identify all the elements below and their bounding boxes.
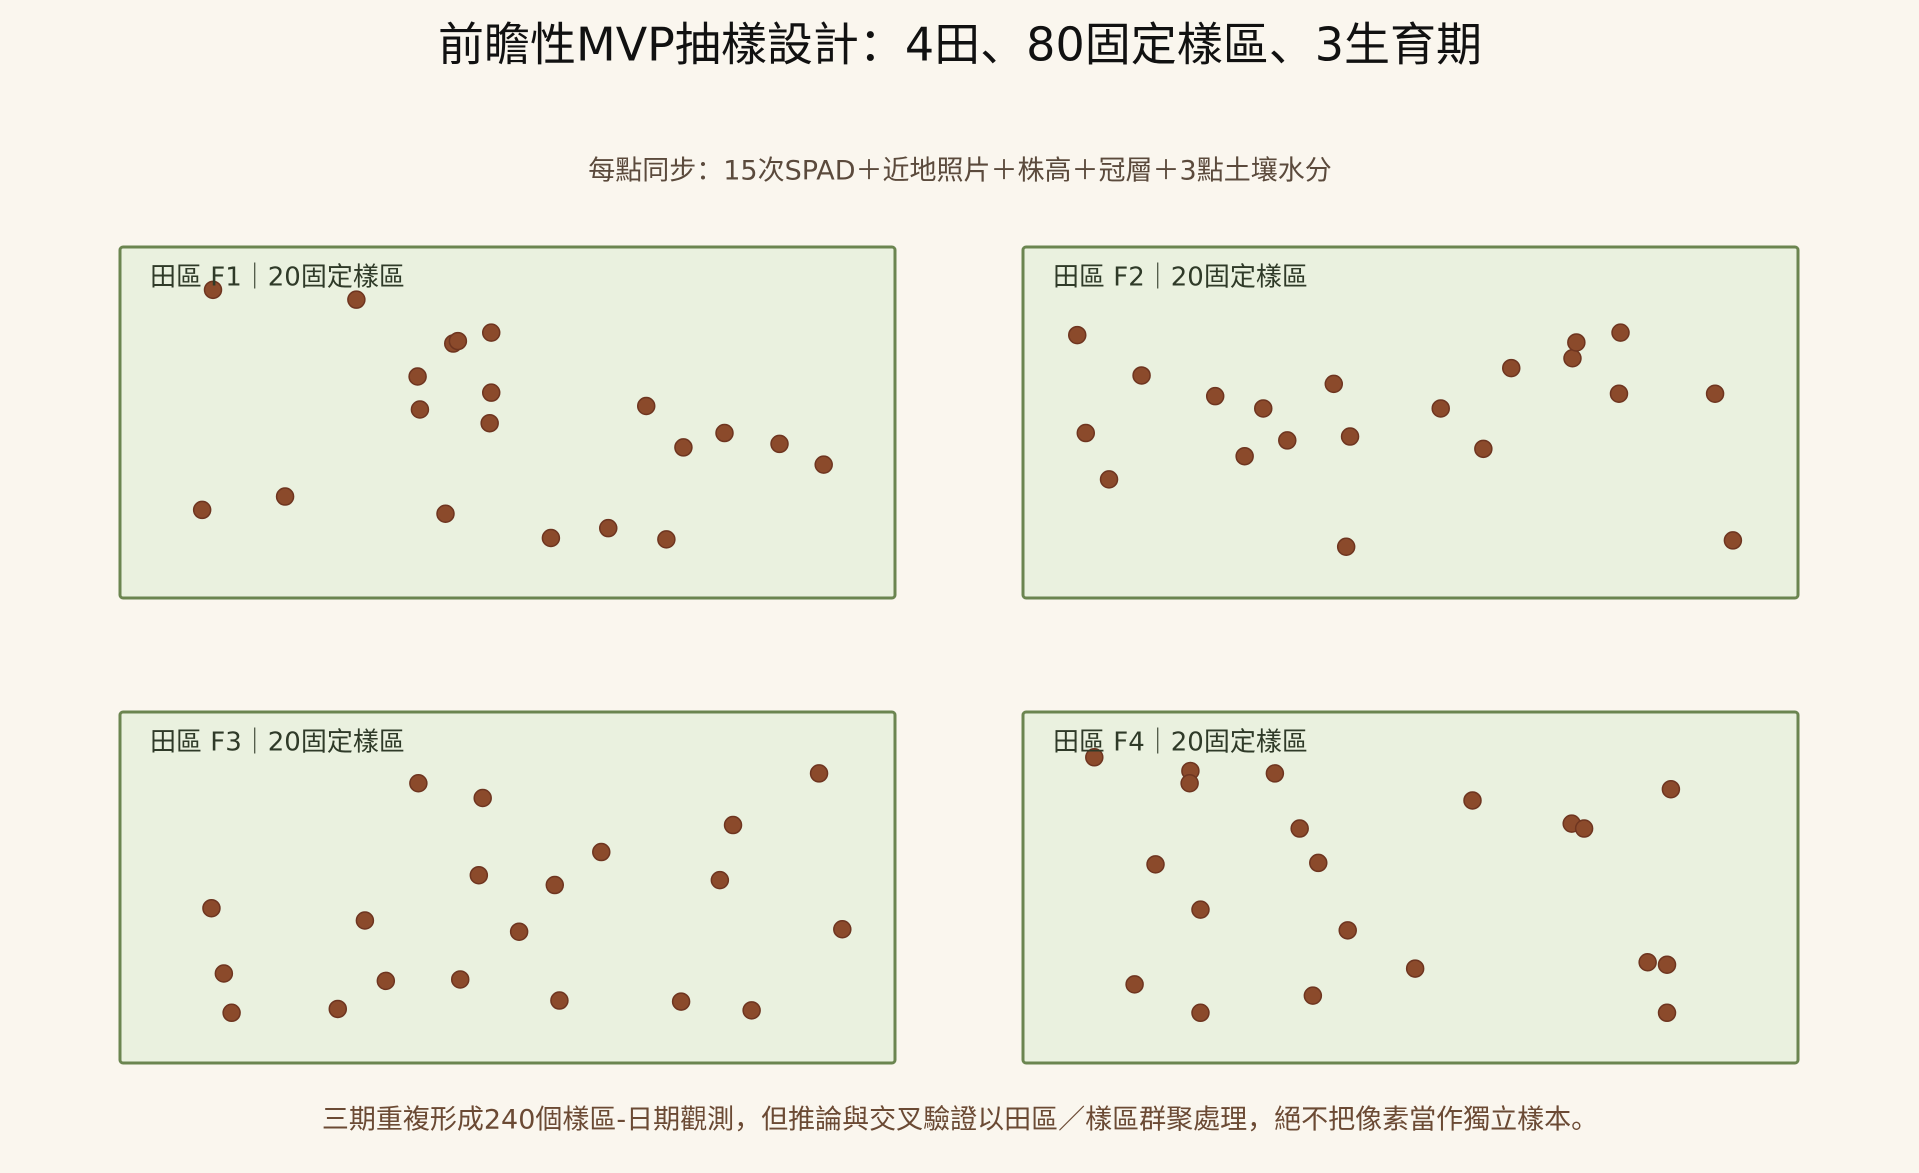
sample-plot xyxy=(742,1001,761,1020)
sample-plot xyxy=(1076,423,1096,443)
sample-plot xyxy=(1723,531,1743,550)
sample-plot xyxy=(1336,537,1356,557)
sample-plot xyxy=(1265,764,1285,783)
title: 前瞻性MVP抽樣設計：4田、80固定樣區、3生育期 xyxy=(438,18,1482,72)
sample-plot xyxy=(1340,427,1360,446)
sample-plot xyxy=(1611,323,1630,342)
sample-plot xyxy=(1338,921,1357,940)
sample-plot xyxy=(1235,446,1254,466)
sample-plot xyxy=(1205,386,1225,406)
panel-label: 田區 F3｜20固定樣區 xyxy=(150,728,405,758)
sample-plot xyxy=(192,500,212,520)
subtitle: 每點同步：15次SPAD＋近地照片＋株高＋冠層＋3點土壤水分 xyxy=(588,156,1332,187)
sample-plot xyxy=(1146,855,1165,874)
sample-plot xyxy=(550,991,569,1010)
sample-plot xyxy=(410,400,430,419)
field-panel xyxy=(1021,245,1800,600)
sample-plot xyxy=(545,875,565,895)
field-panel xyxy=(118,245,897,600)
note: 三期重複形成240個樣區-日期觀測，但推論與交叉驗證以田區／樣區群聚處理，絕不把… xyxy=(322,1105,1598,1136)
sample-plot xyxy=(1132,366,1151,385)
sample-plot xyxy=(1463,791,1482,810)
sample-plot xyxy=(355,911,375,930)
sample-plot xyxy=(409,774,428,793)
sample-plot xyxy=(814,455,833,474)
field-panel xyxy=(118,710,897,1065)
sample-plot xyxy=(1068,325,1087,345)
sample-plot xyxy=(657,530,676,549)
sample-plot xyxy=(723,815,743,835)
sample-plot xyxy=(1099,470,1119,489)
sample-plot xyxy=(222,1003,241,1023)
sample-plot xyxy=(1502,358,1521,378)
sample-plot xyxy=(448,331,468,351)
sample-plot xyxy=(1191,900,1210,919)
sample-plot xyxy=(436,504,455,524)
sample-plot xyxy=(710,870,730,890)
sample-plot xyxy=(473,788,492,808)
sample-plot xyxy=(376,971,396,991)
sample-plot xyxy=(1563,349,1582,368)
sample-plot xyxy=(1405,959,1425,978)
sample-plot xyxy=(1309,853,1328,873)
sample-plot xyxy=(1303,986,1323,1005)
sample-plot xyxy=(1567,333,1586,352)
sample-plot xyxy=(592,842,611,862)
sample-plot xyxy=(347,290,366,309)
sample-plot xyxy=(809,764,829,783)
sample-plot xyxy=(671,992,691,1011)
sample-plot xyxy=(275,487,295,506)
sample-plot xyxy=(1609,384,1629,403)
sample-plot xyxy=(770,434,789,454)
sample-plot xyxy=(480,413,499,433)
sample-plot xyxy=(1638,953,1657,972)
sample-plot xyxy=(203,280,223,300)
sample-plot xyxy=(541,528,561,548)
panel-label: 田區 F4｜20固定樣區 xyxy=(1053,728,1308,758)
sample-plot xyxy=(715,423,734,443)
sample-plot xyxy=(636,396,656,416)
panel-label: 田區 F2｜20固定樣區 xyxy=(1053,263,1308,293)
sample-plot xyxy=(1661,779,1681,799)
sample-plot xyxy=(833,920,852,939)
sample-plot xyxy=(1474,439,1493,459)
sample-plot xyxy=(408,367,427,386)
sample-plot xyxy=(1657,955,1677,974)
sample-plot xyxy=(202,898,221,918)
sample-plot xyxy=(1431,399,1450,418)
sample-plot xyxy=(1705,384,1725,403)
sample-plot xyxy=(450,970,470,989)
sample-plot xyxy=(1180,774,1199,793)
sample-plot xyxy=(1324,374,1344,394)
sample-plot xyxy=(1085,748,1104,767)
sample-plot xyxy=(328,999,348,1019)
sample-plot xyxy=(1657,1003,1677,1023)
sample-plot xyxy=(481,383,501,402)
sample-plot xyxy=(1125,975,1144,994)
sample-plot xyxy=(1574,819,1594,838)
sample-plot xyxy=(509,922,529,941)
sample-plot xyxy=(481,323,501,342)
sample-plot xyxy=(469,865,489,885)
sample-plot xyxy=(1254,399,1273,418)
sample-plot xyxy=(1278,431,1297,450)
sample-plot xyxy=(599,518,618,538)
sample-plot xyxy=(674,438,693,457)
panel-label: 田區 F1｜20固定樣區 xyxy=(150,263,405,293)
sample-plot xyxy=(1290,819,1309,838)
sample-plot xyxy=(214,964,234,983)
sample-plot xyxy=(1191,1003,1210,1023)
field-panel xyxy=(1021,710,1800,1065)
